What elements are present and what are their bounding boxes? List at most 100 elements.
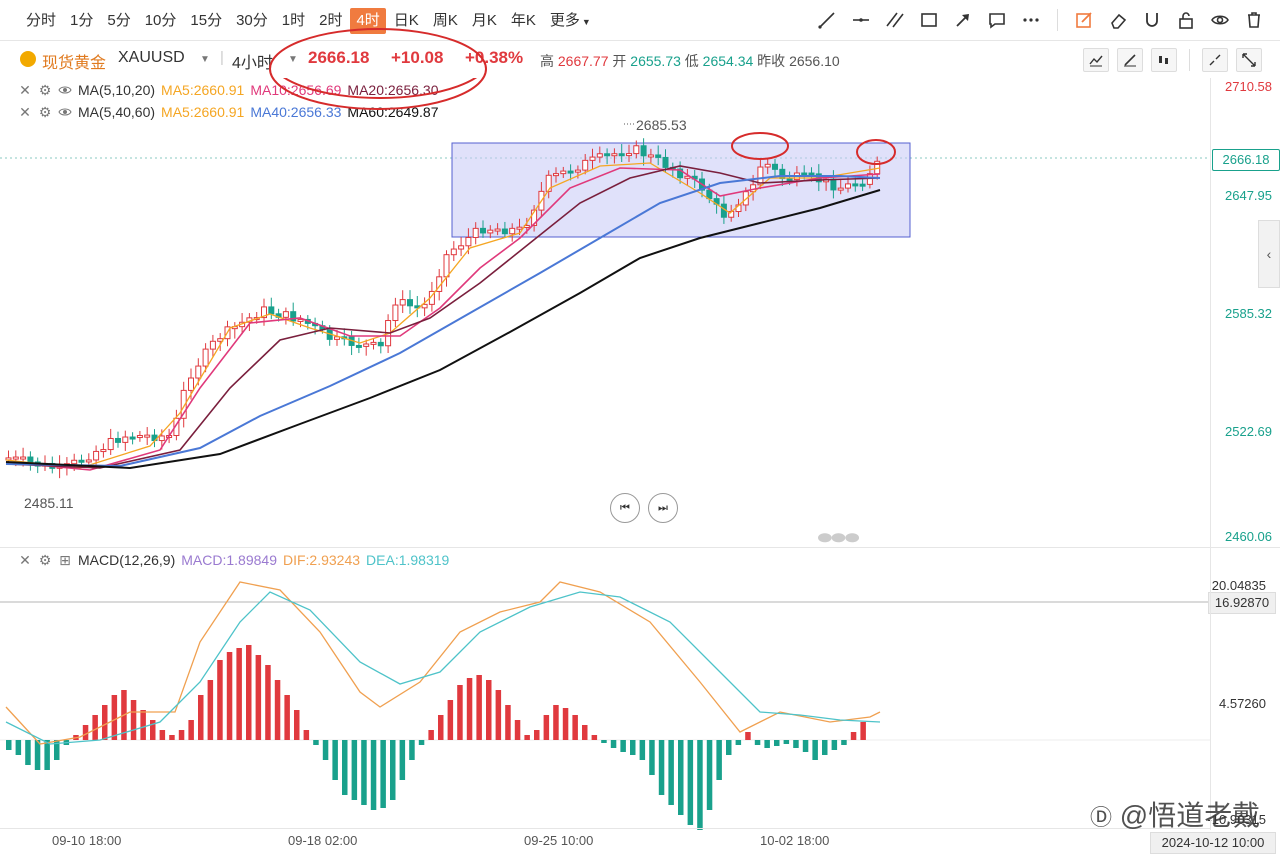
candle: [100, 449, 107, 453]
tab-day[interactable]: 日K: [393, 12, 419, 29]
symbol-name[interactable]: 现货黄金: [42, 55, 107, 72]
tab-10min[interactable]: 10分: [144, 12, 177, 29]
scroll-right-button[interactable]: ⏭: [648, 493, 678, 523]
tab-1h[interactable]: 1时: [281, 12, 306, 29]
candle: [209, 340, 216, 350]
macd-bar: [774, 740, 780, 746]
eye-icon[interactable]: [58, 105, 72, 119]
candle: [85, 459, 92, 463]
eye-icon[interactable]: [1208, 8, 1232, 32]
macd-bar: [140, 710, 146, 740]
lock-icon[interactable]: [1174, 8, 1198, 32]
fullscreen-icon[interactable]: [1236, 48, 1262, 72]
rectangle-icon[interactable]: [917, 8, 941, 32]
candle-style-icon[interactable]: [1151, 48, 1177, 72]
eraser-icon[interactable]: [1106, 8, 1130, 32]
high-label: 高: [540, 53, 554, 69]
macd-bar: [831, 740, 838, 750]
drawing-tools: [815, 8, 1266, 32]
price-axis-label: 2460.06: [1225, 529, 1272, 544]
macd-bar: [639, 740, 646, 760]
macd-bar: [130, 700, 137, 740]
macd-bar: [572, 715, 578, 740]
more-dots-icon[interactable]: [1019, 8, 1043, 32]
arrow-icon[interactable]: [951, 8, 975, 32]
close-icon[interactable]: ✕: [19, 103, 31, 120]
candle: [677, 168, 684, 179]
candle: [122, 436, 129, 443]
candlestick-chart[interactable]: 2685.53 2485.11 ⬬⬬⬬: [0, 78, 1210, 548]
magnet-icon[interactable]: [1140, 8, 1164, 32]
candle: [589, 156, 596, 161]
gear-icon[interactable]: ⚙: [38, 551, 52, 568]
candle: [779, 168, 786, 180]
candle: [282, 311, 289, 318]
collapse-icon[interactable]: [1202, 48, 1228, 72]
interval-select[interactable]: 4小时: [232, 55, 273, 72]
macd-bar: [582, 725, 588, 740]
candle: [268, 306, 275, 315]
gear-icon[interactable]: ⚙: [38, 103, 52, 120]
add-icon[interactable]: ⊞: [59, 551, 71, 568]
tab-year[interactable]: 年K: [510, 12, 536, 29]
low-annotation: 2485.11: [24, 495, 74, 511]
candle: [764, 163, 771, 168]
macd-bars-group: [6, 645, 866, 830]
candle: [545, 174, 552, 192]
tab-2h[interactable]: 2时: [319, 12, 343, 29]
caret-down-icon[interactable]: ▼: [200, 54, 210, 65]
macd-bar: [716, 740, 722, 780]
side-panel-toggle[interactable]: ‹: [1258, 220, 1280, 288]
macd-chart[interactable]: [0, 572, 1210, 832]
comment-icon[interactable]: [985, 8, 1009, 32]
macd-bar: [198, 695, 204, 740]
macd-bar: [54, 740, 60, 760]
candle: [611, 153, 618, 157]
last-price-tag: 2666.18: [1212, 149, 1280, 171]
horizontal-line-icon[interactable]: [849, 8, 873, 32]
symbol-code[interactable]: XAUUSD: [118, 49, 185, 66]
dif-line: [5, 581, 881, 745]
dea-line: [5, 591, 881, 745]
pencil-icon[interactable]: [1117, 48, 1143, 72]
macd-bar: [15, 740, 22, 755]
close-icon[interactable]: ✕: [19, 81, 31, 98]
tab-4h[interactable]: 4时: [350, 8, 386, 34]
tab-more[interactable]: 更多 ▼: [544, 8, 597, 34]
candle: [421, 303, 428, 309]
high-annotation: 2685.53: [636, 117, 687, 133]
tab-time-share[interactable]: 分时: [26, 12, 57, 29]
scroll-left-button[interactable]: ⏮: [610, 493, 640, 523]
tab-1min[interactable]: 1分: [70, 12, 94, 29]
candle: [188, 377, 194, 391]
annotation-circle: [856, 139, 896, 165]
line-tool-icon[interactable]: [815, 8, 839, 32]
candle: [647, 154, 654, 158]
candle: [93, 450, 100, 461]
close-icon[interactable]: ✕: [19, 551, 31, 568]
macd-bar: [34, 740, 41, 770]
high-value: 2667.77: [557, 53, 609, 69]
parallel-lines-icon[interactable]: [883, 8, 907, 32]
candle: [786, 178, 793, 182]
candle: [837, 187, 844, 191]
edit-icon[interactable]: [1072, 8, 1096, 32]
eye-icon[interactable]: [58, 83, 72, 97]
ma10-line: [5, 167, 881, 471]
tab-month[interactable]: 月K: [471, 12, 497, 29]
candle: [662, 156, 669, 168]
watermark-text: @悟道老戴: [1119, 800, 1261, 831]
macd-bar: [274, 680, 281, 740]
tab-more-label: 更多: [549, 12, 580, 29]
trash-icon[interactable]: [1242, 8, 1266, 32]
macd-bar: [351, 740, 358, 800]
gear-icon[interactable]: ⚙: [38, 81, 52, 98]
tab-30min[interactable]: 30分: [236, 12, 268, 29]
tab-15min[interactable]: 15分: [190, 12, 223, 29]
caret-down-icon[interactable]: ▼: [288, 54, 298, 65]
candle: [553, 173, 559, 177]
chart-type-icon[interactable]: [1083, 48, 1109, 72]
watermark-logo-icon: Ⓓ: [1090, 805, 1113, 830]
tab-5min[interactable]: 5分: [107, 12, 131, 29]
tab-week[interactable]: 周K: [432, 12, 458, 29]
